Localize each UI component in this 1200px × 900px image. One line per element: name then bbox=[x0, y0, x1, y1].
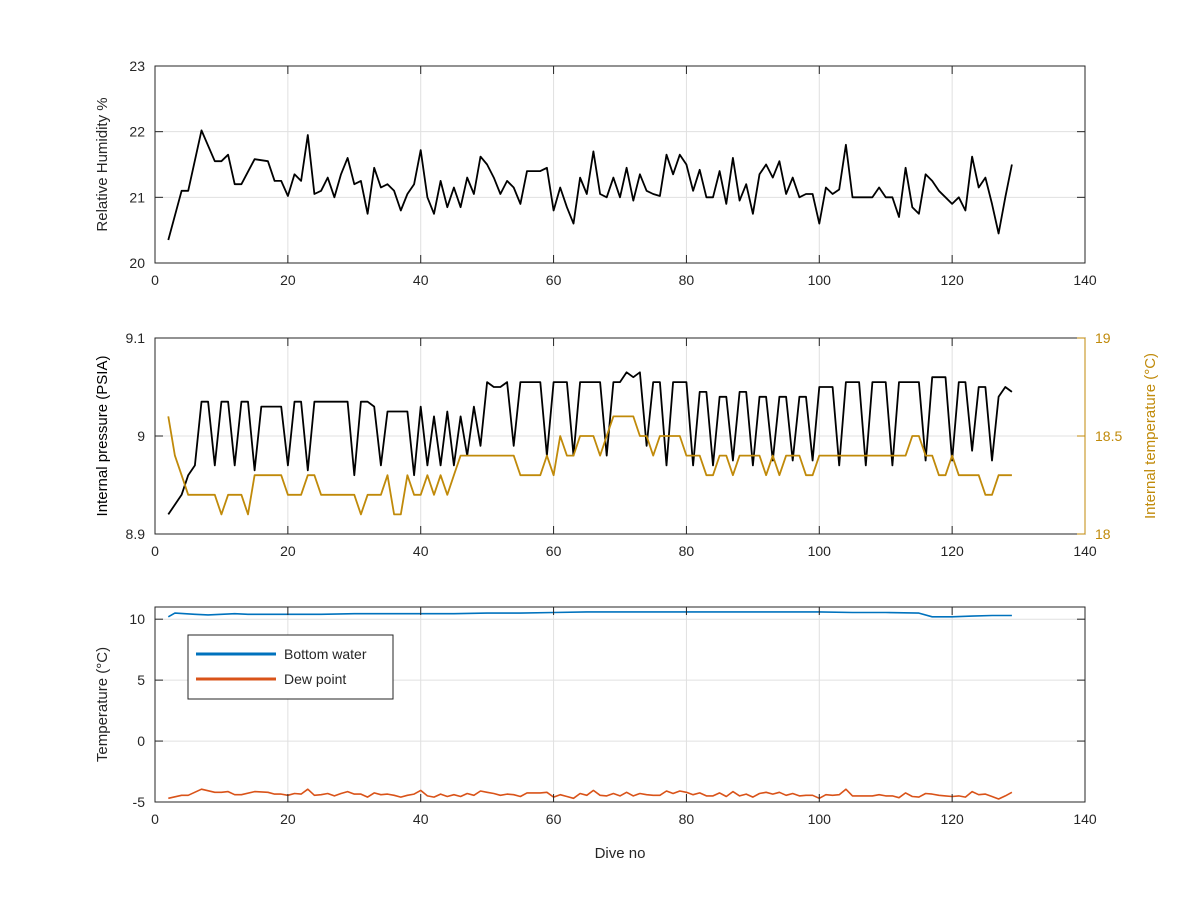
series-1-line bbox=[167, 129, 1013, 241]
y-tick-label: 5 bbox=[137, 672, 145, 688]
x-tick-label: 20 bbox=[280, 272, 296, 288]
y-tick-label: 21 bbox=[129, 189, 145, 205]
x-tick-label: 120 bbox=[940, 272, 964, 288]
subplot-3: 0 20 40 60 80 100 120 140 -5 0 5 10 Temperature (°C)… bbox=[94, 606, 1097, 862]
x-tick-label: 100 bbox=[808, 811, 832, 827]
x-tick-label: 0 bbox=[151, 543, 159, 559]
y-axis-label: Relative Humidity % bbox=[94, 97, 111, 231]
x-tick-label: 40 bbox=[413, 543, 429, 559]
y-tick-label: 8.9 bbox=[126, 526, 146, 542]
y-tick-label: 9.1 bbox=[126, 330, 146, 346]
x-tick-label: 0 bbox=[151, 272, 159, 288]
y-tick-label: 20 bbox=[129, 255, 145, 271]
x-tick-label: 20 bbox=[280, 543, 296, 559]
x-tick-label: 40 bbox=[413, 272, 429, 288]
x-tick-label: 40 bbox=[413, 811, 429, 827]
x-tick-label: 80 bbox=[679, 272, 695, 288]
y-axis-label: Internal pressure (PSIA) bbox=[94, 356, 111, 517]
x-tick-label: 80 bbox=[679, 811, 695, 827]
dew-point-line bbox=[168, 788, 1013, 800]
legend: Bottom water Dew point bbox=[187, 634, 394, 700]
x-tick-label: 60 bbox=[546, 811, 562, 827]
x-tick-label: 140 bbox=[1073, 543, 1097, 559]
axes-box bbox=[154, 65, 1086, 264]
subplot-2: 0 20 40 60 80 100 120 140 8.9 9 9.1 18 18.5 19 Interna… bbox=[94, 330, 1159, 559]
x-tick-label: 20 bbox=[280, 811, 296, 827]
y-tick-label: 0 bbox=[137, 733, 145, 749]
y2-tick-label: 18 bbox=[1095, 526, 1111, 542]
axes-box bbox=[154, 606, 1086, 803]
y-tick-label: 23 bbox=[129, 58, 145, 74]
y-tick-label: 10 bbox=[129, 611, 145, 627]
x-tick-label: 100 bbox=[808, 272, 832, 288]
x-tick-label: 60 bbox=[546, 543, 562, 559]
x-tick-label: 100 bbox=[808, 543, 832, 559]
y-tick-label: 9 bbox=[137, 428, 145, 444]
legend-label-bottom-water: Bottom water bbox=[284, 646, 367, 662]
legend-label-dew-point: Dew point bbox=[284, 671, 346, 687]
bottom-water-line bbox=[167, 611, 1012, 618]
x-tick-label: 140 bbox=[1073, 272, 1097, 288]
y-tick-label: 22 bbox=[129, 124, 145, 140]
y-tick-label: -5 bbox=[133, 794, 146, 810]
series-2-line bbox=[167, 415, 1012, 516]
x-tick-label: 120 bbox=[940, 543, 964, 559]
subplot-1: 0 20 40 60 80 100 120 140 20 21 22 23 Relative Humid… bbox=[94, 58, 1097, 288]
x-tick-label: 60 bbox=[546, 272, 562, 288]
x-tick-label: 0 bbox=[151, 811, 159, 827]
series-1-line bbox=[167, 371, 1013, 515]
x-tick-label: 80 bbox=[679, 543, 695, 559]
x-tick-label: 120 bbox=[940, 811, 964, 827]
y2-tick-label: 19 bbox=[1095, 330, 1111, 346]
y2-tick-label: 18.5 bbox=[1095, 428, 1122, 444]
y-axis-label: Temperature (°C) bbox=[94, 647, 111, 762]
y2-axis-label: Internal temperature (°C) bbox=[1142, 353, 1159, 519]
x-tick-label: 140 bbox=[1073, 811, 1097, 827]
legend-box bbox=[187, 634, 394, 700]
x-axis-label: Dive no bbox=[595, 845, 646, 862]
